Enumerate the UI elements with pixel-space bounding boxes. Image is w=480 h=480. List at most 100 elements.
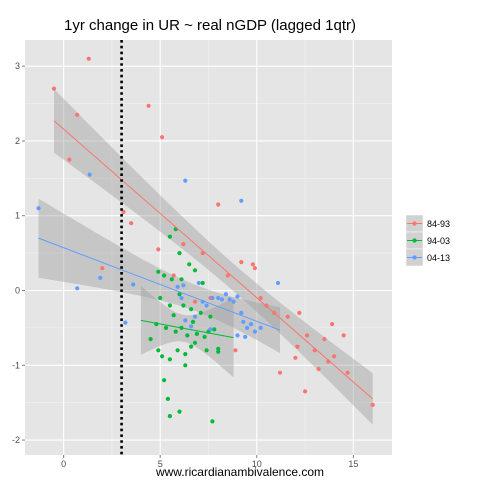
point-94-03 xyxy=(148,337,153,342)
point-84-93 xyxy=(295,344,300,349)
confidence-ribbon-04-13 xyxy=(38,198,280,354)
fit-lines xyxy=(38,120,374,400)
point-04-13 xyxy=(175,284,180,289)
point-94-03 xyxy=(212,327,217,332)
point-94-03 xyxy=(156,269,161,274)
point-04-13 xyxy=(208,327,213,332)
y-tick-label: 1 xyxy=(15,211,20,221)
point-84-93 xyxy=(322,337,327,342)
point-04-13 xyxy=(275,280,281,286)
point-04-13 xyxy=(241,319,246,324)
point-04-13 xyxy=(239,198,244,203)
point-84-93 xyxy=(252,266,257,271)
x-tick-label: 10 xyxy=(252,459,262,469)
grid-major xyxy=(25,40,392,455)
fit-line-94-03 xyxy=(140,319,234,339)
point-94-03 xyxy=(202,334,207,339)
point-04-13 xyxy=(196,280,201,286)
point-94-03 xyxy=(173,329,178,334)
point-84-93 xyxy=(316,366,321,372)
point-84-93 xyxy=(258,295,263,301)
legend: 84-93 94-03 04-13 xyxy=(405,214,450,267)
point-94-03 xyxy=(185,333,190,338)
point-94-03 xyxy=(189,344,194,349)
y-tick-label: -2 xyxy=(12,435,20,445)
legend-key-point xyxy=(412,255,417,260)
confidence-ribbon-94-03 xyxy=(140,285,234,378)
point-84-93 xyxy=(129,221,134,226)
point-94-03 xyxy=(175,348,180,353)
point-94-03 xyxy=(192,268,198,273)
point-04-13 xyxy=(183,318,188,323)
point-04-13 xyxy=(210,295,215,301)
point-84-93 xyxy=(86,56,91,61)
point-94-03 xyxy=(189,307,194,312)
point-84-93 xyxy=(51,86,57,91)
point-84-93 xyxy=(285,314,290,319)
point-84-93 xyxy=(239,260,244,265)
y-tick-label: 2 xyxy=(15,136,20,146)
point-94-03 xyxy=(194,331,199,336)
grid-minor xyxy=(25,40,392,455)
point-04-13 xyxy=(235,333,240,338)
point-04-13 xyxy=(181,283,186,288)
point-84-93 xyxy=(181,242,186,247)
point-04-13 xyxy=(75,286,80,291)
legend-label: 84-93 xyxy=(427,219,450,229)
point-04-13 xyxy=(235,294,240,299)
chart-title: 1yr change in UR ~ real nGDP (lagged 1qt… xyxy=(64,17,356,34)
point-94-03 xyxy=(177,409,182,414)
x-tick-label: 5 xyxy=(158,459,163,469)
y-tick-label: 3 xyxy=(15,61,20,71)
point-94-03 xyxy=(160,354,165,359)
point-94-03 xyxy=(198,310,203,315)
point-04-13 xyxy=(192,314,198,319)
y-axis-ticks: -2 -1 0 1 2 3 xyxy=(12,61,25,445)
point-94-03 xyxy=(216,349,221,354)
legend-key-point xyxy=(412,221,417,226)
legend-label: 04-13 xyxy=(427,253,450,263)
point-84-93 xyxy=(293,355,298,360)
point-04-13 xyxy=(243,334,248,339)
point-04-13 xyxy=(204,303,209,308)
point-94-03 xyxy=(156,348,161,353)
point-84-93 xyxy=(345,370,350,375)
point-04-13 xyxy=(123,320,128,325)
point-84-93 xyxy=(216,202,221,207)
x-axis-label: www.ricardianambivalence.com xyxy=(155,465,324,479)
point-04-13 xyxy=(219,297,225,302)
point-84-93 xyxy=(250,262,255,267)
point-94-03 xyxy=(208,314,213,319)
point-94-03 xyxy=(179,277,184,282)
y-tick-label: -1 xyxy=(12,360,20,370)
point-04-13 xyxy=(216,295,221,301)
point-04-13 xyxy=(252,329,257,334)
point-04-13 xyxy=(248,322,254,327)
point-94-03 xyxy=(167,234,172,239)
point-84-93 xyxy=(225,273,230,278)
point-94-03 xyxy=(181,303,186,308)
point-94-03 xyxy=(162,378,167,383)
legend-item-04-13: 04-13 xyxy=(405,248,450,267)
point-04-13 xyxy=(227,297,232,302)
legend-key-point xyxy=(412,238,417,243)
point-84-93 xyxy=(100,266,105,271)
point-94-03 xyxy=(187,262,192,267)
point-94-03 xyxy=(162,273,167,278)
y-tick-label: 0 xyxy=(15,285,20,295)
fit-line-04-13 xyxy=(38,237,281,331)
fit-line-84-93 xyxy=(53,120,374,400)
point-84-93 xyxy=(304,333,310,338)
point-04-13 xyxy=(36,206,41,211)
point-84-93 xyxy=(303,389,308,394)
point-04-13 xyxy=(87,172,92,177)
point-04-13 xyxy=(258,325,263,330)
x-tick-label: 0 xyxy=(61,459,66,469)
point-84-93 xyxy=(192,299,198,304)
point-04-13 xyxy=(183,178,188,183)
point-94-03 xyxy=(167,303,172,308)
point-04-13 xyxy=(231,299,236,304)
point-04-13 xyxy=(223,292,228,297)
point-04-13 xyxy=(245,325,250,330)
